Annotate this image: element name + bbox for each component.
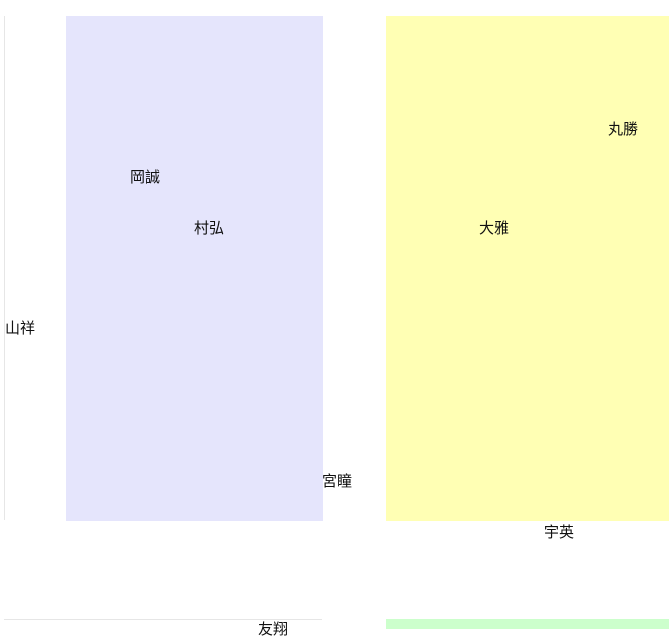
left-vertical-rule — [4, 16, 5, 520]
label-maru-masaru: 丸勝 — [608, 120, 639, 138]
lavender-region — [66, 16, 323, 521]
label-oka-makoto: 岡誠 — [130, 168, 161, 186]
green-region — [386, 619, 669, 629]
yellow-region — [386, 16, 669, 521]
label-mura-hiro: 村弘 — [194, 219, 225, 237]
label-u-ei: 宇英 — [544, 523, 575, 541]
label-cut-off: 友翔 — [258, 620, 289, 638]
bottom-horizontal-rule — [4, 619, 322, 620]
label-yama-sho: 山祥 — [5, 319, 36, 337]
label-oo-masa: 大雅 — [479, 219, 510, 237]
label-miya-hitomi: 宮瞳 — [322, 472, 353, 490]
